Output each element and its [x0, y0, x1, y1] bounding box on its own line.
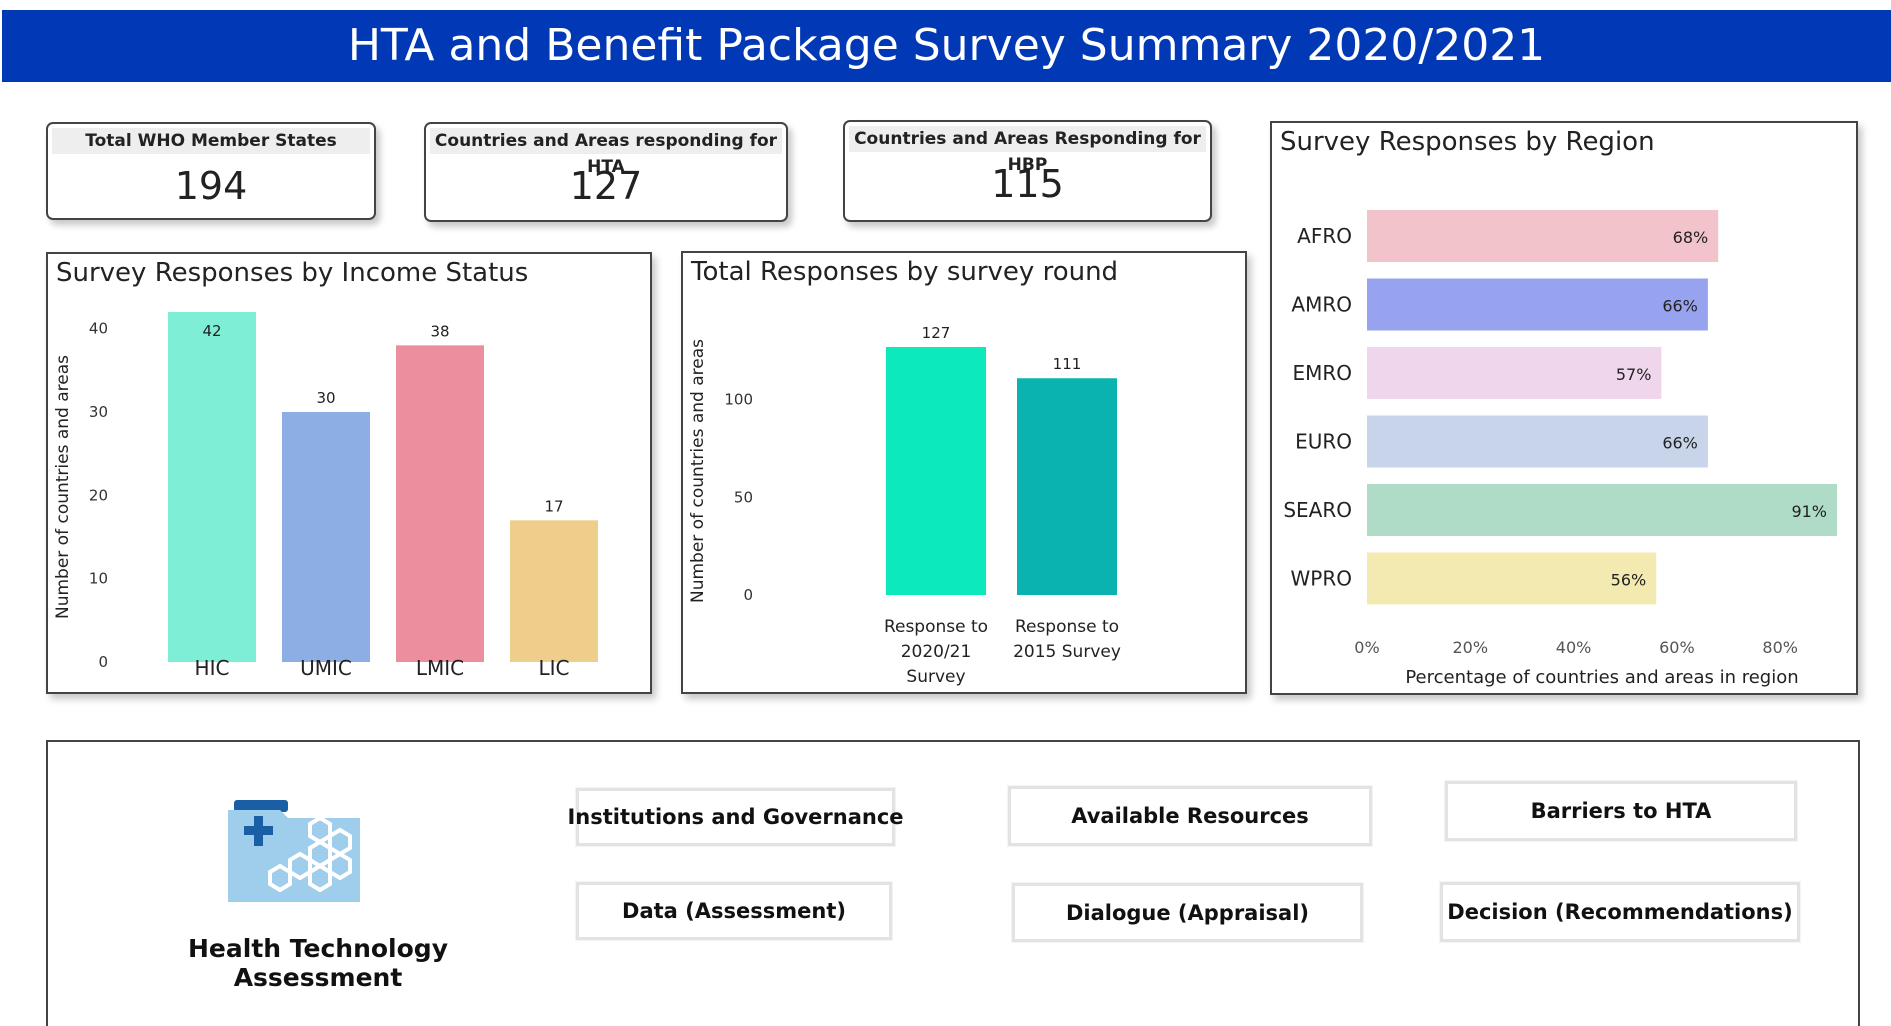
- income-status-chart: 0 10 20 30 40 Number of countries and areas 42…: [53, 312, 598, 680]
- x-tick-label: Response to: [884, 617, 988, 637]
- y-tick-label: EMRO: [1292, 361, 1352, 385]
- region-chart: AFRO 68% AMRO 66% EMRO 57% EURO 66% SEARO 91% WPRO…: [1283, 210, 1837, 688]
- bar-umic: [282, 412, 370, 662]
- y-tick-label: 0: [98, 653, 108, 671]
- kpi-value: 115: [991, 162, 1064, 206]
- kpi-card-hbp-responses[interactable]: Countries and Areas Responding for HBP 1…: [843, 120, 1212, 222]
- y-tick-label: AFRO: [1297, 224, 1352, 248]
- kpi-card-who-member-states[interactable]: Total WHO Member States 194: [46, 122, 376, 220]
- data-label: 57%: [1616, 365, 1652, 384]
- data-label: 111: [1053, 355, 1082, 373]
- chart-title: Total Responses by survey round: [691, 257, 1119, 287]
- bar-response-to-2020-21-survey: [886, 347, 986, 595]
- survey-round-chart: 0 50 100 Number of countries and areas 127 Re…: [688, 324, 1121, 687]
- kpi-value: 127: [569, 164, 643, 208]
- y-axis-label: Number of countries and areas: [53, 355, 73, 619]
- y-axis-label: Number of countries and areas: [688, 339, 708, 603]
- data-label: 30: [316, 389, 335, 407]
- bar-hic: [168, 312, 256, 662]
- institutions-governance-button[interactable]: Institutions and Governance: [567, 788, 904, 846]
- x-tick-label: HIC: [195, 656, 230, 680]
- bar-lmic: [396, 345, 484, 662]
- bar-euro: [1367, 415, 1708, 468]
- data-label: 127: [922, 324, 951, 342]
- x-tick-label: 2020/21: [901, 642, 972, 662]
- bar-amro: [1367, 278, 1708, 331]
- survey-round-chart-panel[interactable]: Total Responses by survey round 0 50 100 Nu…: [681, 251, 1247, 694]
- barriers-to-hta-button[interactable]: Barriers to HTA: [1445, 781, 1797, 841]
- y-tick-label: 50: [734, 488, 753, 506]
- bar-searo: [1367, 484, 1837, 536]
- kpi-label: Countries and Areas responding for HTA: [430, 128, 782, 177]
- x-tick-label: 80%: [1762, 638, 1798, 657]
- data-label: 66%: [1662, 434, 1698, 453]
- y-tick-label: 100: [724, 391, 753, 409]
- x-tick-label: LMIC: [416, 656, 464, 680]
- kpi-value: 194: [174, 164, 248, 208]
- y-tick-label: WPRO: [1291, 567, 1352, 591]
- kpi-card-hta-responses[interactable]: Countries and Areas responding for HTA 1…: [424, 122, 788, 222]
- data-label: 56%: [1611, 571, 1647, 590]
- bar-lic: [510, 520, 598, 662]
- dashboard-title: HTA and Benefit Package Survey Summary 2…: [2, 10, 1891, 82]
- chart-title: Survey Responses by Income Status: [56, 258, 529, 288]
- available-resources-button[interactable]: Available Resources: [1008, 786, 1372, 846]
- data-label: 68%: [1673, 228, 1709, 247]
- y-tick-label: 30: [89, 403, 108, 421]
- x-tick-label: 2015 Survey: [1013, 642, 1121, 662]
- bar-response-to-2015-survey: [1017, 378, 1117, 595]
- data-label: 17: [544, 497, 563, 515]
- x-tick-label: Response to: [1015, 617, 1119, 637]
- kpi-label: Total WHO Member States: [52, 128, 370, 154]
- data-label: 42: [202, 322, 221, 340]
- income-status-chart-panel[interactable]: Survey Responses by Income Status 0 10 20 3…: [46, 252, 652, 694]
- x-axis-label: Percentage of countries and areas in reg…: [1405, 667, 1798, 688]
- x-tick-label: 20%: [1453, 638, 1489, 657]
- y-tick-label: SEARO: [1283, 498, 1352, 522]
- y-tick-label: 40: [89, 320, 108, 338]
- hta-section: Health Technology Assessment Institution…: [46, 740, 1860, 1026]
- decision-recommendations-button[interactable]: Decision (Recommendations): [1440, 882, 1800, 942]
- y-tick-label: AMRO: [1291, 293, 1352, 317]
- data-label: 38: [430, 322, 449, 340]
- x-tick-label: 0%: [1354, 638, 1379, 657]
- x-tick-label: 40%: [1556, 638, 1592, 657]
- bar-wpro: [1367, 552, 1657, 605]
- dialogue-appraisal-button[interactable]: Dialogue (Appraisal): [1012, 883, 1363, 942]
- x-tick-label: LIC: [538, 656, 569, 680]
- kpi-label: Countries and Areas Responding for HBP: [849, 126, 1206, 175]
- data-label: 66%: [1662, 297, 1698, 316]
- x-tick-label: 60%: [1659, 638, 1695, 657]
- bar-emro: [1367, 347, 1662, 399]
- hta-label: Health Technology Assessment: [188, 934, 448, 992]
- y-tick-label: EURO: [1295, 430, 1352, 454]
- data-assessment-button[interactable]: Data (Assessment): [576, 882, 892, 940]
- x-tick-label: Survey: [906, 667, 965, 687]
- chart-title: Survey Responses by Region: [1280, 127, 1655, 157]
- y-tick-label: 10: [89, 570, 108, 588]
- x-tick-label: UMIC: [300, 656, 352, 680]
- y-tick-label: 0: [743, 586, 753, 604]
- folder-hexagon-icon: [224, 794, 364, 904]
- y-tick-label: 20: [89, 486, 108, 504]
- bar-afro: [1367, 210, 1719, 262]
- region-chart-panel[interactable]: Survey Responses by Region AFRO 68% AMRO 66…: [1270, 121, 1858, 695]
- data-label: 91%: [1791, 502, 1827, 521]
